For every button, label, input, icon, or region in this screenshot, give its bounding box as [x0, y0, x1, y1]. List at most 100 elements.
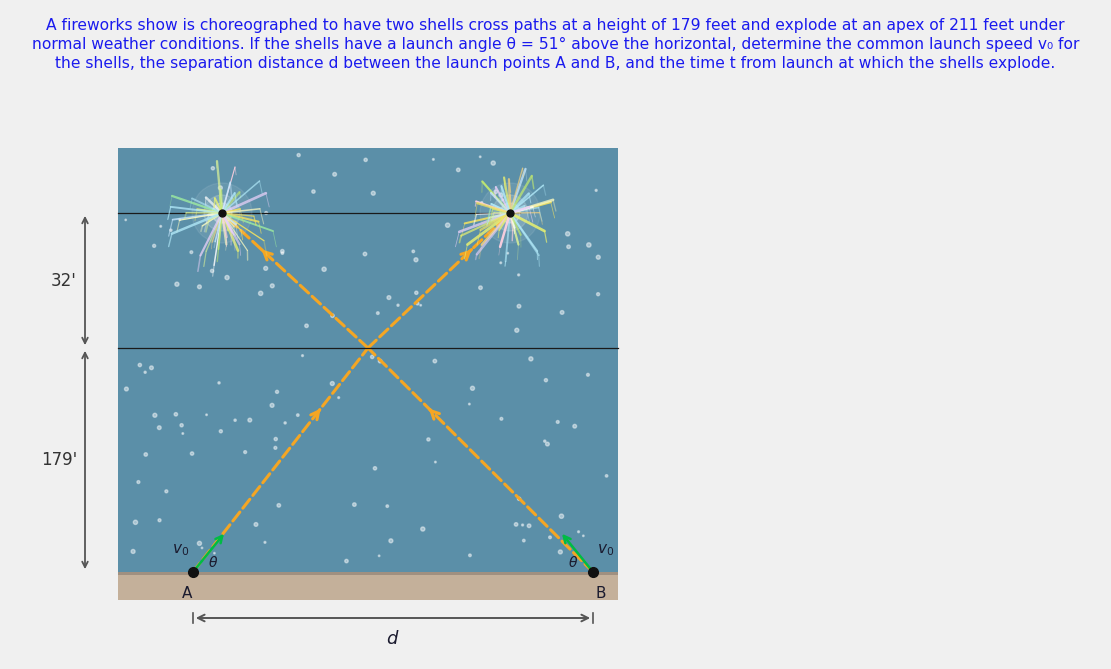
- Text: A fireworks show is choreographed to have two shells cross paths at a height of : A fireworks show is choreographed to hav…: [47, 18, 1064, 33]
- Point: [127, 517, 144, 528]
- Point: [130, 477, 148, 488]
- Point: [257, 537, 274, 548]
- Text: 179': 179': [41, 451, 77, 469]
- Point: [499, 248, 517, 258]
- Point: [346, 499, 363, 510]
- Point: [494, 195, 512, 205]
- Point: [364, 188, 382, 199]
- Point: [191, 282, 209, 292]
- Point: [227, 415, 244, 425]
- Point: [371, 356, 389, 367]
- Point: [124, 546, 142, 557]
- Point: [460, 399, 478, 409]
- Point: [420, 434, 438, 445]
- Point: [570, 527, 588, 537]
- Circle shape: [204, 195, 240, 231]
- Point: [492, 258, 510, 268]
- Text: normal weather conditions. If the shells have a launch angle θ = 51° above the h: normal weather conditions. If the shells…: [32, 37, 1079, 52]
- Point: [338, 556, 356, 567]
- Point: [463, 383, 481, 393]
- Point: [323, 310, 341, 321]
- Text: $v_0$: $v_0$: [597, 542, 614, 558]
- Point: [117, 215, 134, 225]
- Circle shape: [212, 203, 232, 223]
- Point: [404, 246, 422, 257]
- Point: [412, 300, 430, 310]
- Point: [356, 249, 373, 260]
- Point: [206, 548, 223, 559]
- Point: [204, 205, 222, 215]
- Point: [131, 360, 149, 371]
- Point: [152, 221, 170, 231]
- Point: [162, 225, 180, 235]
- Point: [277, 417, 294, 428]
- Point: [539, 439, 557, 450]
- Circle shape: [500, 203, 520, 223]
- Text: $d$: $d$: [387, 630, 400, 648]
- Point: [268, 387, 286, 397]
- Point: [293, 351, 311, 361]
- Point: [589, 252, 607, 263]
- Point: [508, 325, 526, 336]
- Text: the shells, the separation distance d between the launch points A and B, and the: the shells, the separation distance d be…: [56, 56, 1055, 71]
- Point: [407, 254, 424, 265]
- Point: [427, 457, 444, 468]
- Point: [211, 183, 229, 193]
- Point: [273, 248, 291, 258]
- Circle shape: [480, 183, 540, 243]
- Point: [247, 519, 264, 530]
- Text: $v_0$: $v_0$: [172, 542, 189, 558]
- Text: θ: θ: [209, 556, 218, 570]
- Text: B: B: [595, 586, 607, 601]
- Point: [382, 535, 400, 546]
- Bar: [118, 148, 618, 572]
- Point: [257, 263, 274, 274]
- Point: [158, 486, 176, 496]
- Point: [510, 494, 528, 504]
- Point: [536, 436, 553, 446]
- Point: [520, 520, 538, 531]
- Point: [484, 158, 502, 169]
- Point: [537, 375, 554, 385]
- Point: [270, 500, 288, 510]
- Circle shape: [492, 195, 528, 231]
- Point: [471, 151, 489, 162]
- Point: [379, 501, 397, 512]
- Point: [168, 279, 186, 290]
- Point: [560, 242, 578, 252]
- Point: [218, 272, 236, 283]
- Point: [183, 448, 201, 459]
- Point: [137, 367, 154, 377]
- Point: [151, 515, 169, 526]
- Point: [326, 169, 343, 180]
- Point: [487, 187, 504, 197]
- Point: [541, 532, 559, 543]
- Point: [370, 551, 388, 561]
- Text: 32': 32': [51, 272, 77, 290]
- Bar: [118, 575, 618, 600]
- Point: [226, 218, 243, 229]
- Point: [167, 409, 184, 419]
- Point: [210, 377, 228, 388]
- Point: [565, 421, 583, 432]
- Point: [258, 207, 276, 218]
- Point: [508, 519, 526, 530]
- Point: [203, 266, 221, 276]
- Point: [598, 470, 615, 481]
- Bar: [118, 572, 618, 575]
- Point: [367, 463, 384, 474]
- Point: [172, 420, 190, 431]
- Point: [549, 417, 567, 427]
- Point: [263, 400, 281, 411]
- Point: [142, 363, 160, 373]
- Point: [212, 426, 230, 437]
- Point: [267, 434, 284, 444]
- Point: [492, 189, 510, 200]
- Point: [510, 301, 528, 312]
- Point: [263, 280, 281, 291]
- Point: [552, 511, 570, 522]
- Point: [171, 214, 189, 225]
- Point: [424, 154, 442, 165]
- Point: [191, 538, 209, 549]
- Point: [118, 383, 136, 394]
